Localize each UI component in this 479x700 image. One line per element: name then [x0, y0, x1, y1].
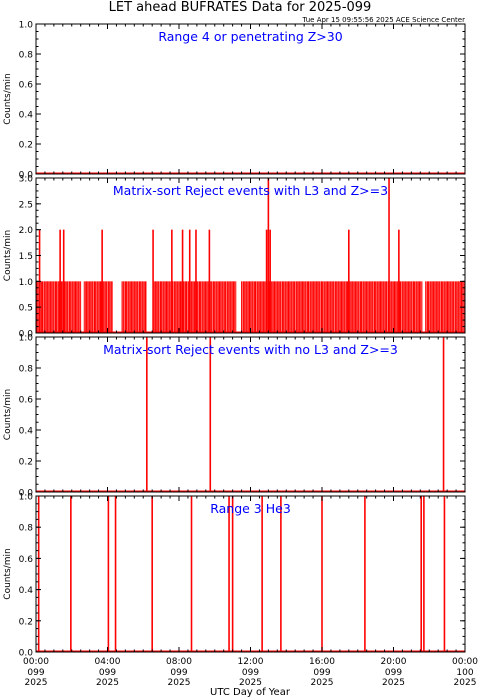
- y-axis-label: Counts/min: [3, 389, 13, 440]
- y-tick-label: 0.6: [19, 81, 34, 91]
- x-tick-year: 2025: [454, 678, 477, 688]
- panel-3: 0.0 0.2 0.4 0.6 0.8 1.0 Counts/min Matrix-sort …: [3, 334, 466, 499]
- y-axis-label: Counts/min: [3, 230, 13, 281]
- x-tick-time: 04:00: [95, 657, 121, 667]
- x-tick-time: 00:00: [23, 657, 49, 667]
- x-tick-year: 2025: [311, 678, 334, 688]
- x-tick-doy: 099: [313, 668, 330, 678]
- y-tick-label: 1.0: [19, 278, 34, 288]
- panel-4-data: [36, 496, 465, 652]
- x-tick-year: 2025: [382, 678, 405, 688]
- x-tick-time: 16:00: [309, 657, 335, 667]
- x-tick-year: 2025: [96, 678, 119, 688]
- panel-title: Matrix-sort Reject events with L3 and Z>…: [113, 183, 388, 198]
- x-tick-doy: 099: [99, 668, 116, 678]
- x-tick-doy: 099: [27, 668, 44, 678]
- x-tick-doy: 099: [170, 668, 187, 678]
- panel-1: 0.0 0.2 0.4 0.6 0.8 1.0 Counts/min Range 4 or p…: [3, 21, 466, 181]
- panel-title: Range 3 He3: [210, 501, 291, 516]
- y-tick-label: 0.0: [19, 649, 34, 659]
- y-tick-label: 0.8: [19, 365, 34, 375]
- y-tick-label: 0.4: [19, 427, 34, 437]
- y-tick-label: 0.6: [19, 396, 34, 406]
- panels: 0.0 0.2 0.4 0.6 0.8 1.0 Counts/min Range 4 or p…: [3, 21, 466, 659]
- y-tick-label: 0.5: [19, 304, 33, 314]
- y-tick-label: 0.8: [19, 51, 34, 61]
- panel-4: 0.0 0.2 0.4 0.6 0.8 1.0 Counts/min Range 3 He3: [3, 493, 466, 659]
- x-axis: 00:00099202504:00099202508:00099202512:0…: [23, 657, 478, 688]
- panel-title: Matrix-sort Reject events with no L3 and…: [103, 342, 398, 357]
- x-tick-doy: 100: [456, 668, 473, 678]
- panel-frame: [35, 23, 466, 175]
- x-tick-doy: 099: [385, 668, 402, 678]
- x-tick-time: 12:00: [238, 657, 264, 667]
- y-axis-label: Counts/min: [3, 73, 13, 124]
- x-tick-doy: 099: [242, 668, 259, 678]
- x-tick-year: 2025: [25, 678, 48, 688]
- x-tick-time: 20:00: [381, 657, 407, 667]
- y-axis-label: Counts/min: [3, 548, 13, 599]
- y-tick-label: 0.2: [19, 617, 33, 627]
- panel-2: 0.0 0.5 1.0 1.5 2.0 2.5 3.0 Counts/min Matrix-so…: [3, 175, 466, 340]
- y-tick-label: 2.5: [19, 200, 33, 210]
- chart-title: LET ahead BUFRATES Data for 2025-099: [109, 0, 372, 15]
- y-tick-label: 0.0: [19, 330, 34, 340]
- x-tick-year: 2025: [168, 678, 191, 688]
- y-tick-label: 0.0: [19, 489, 34, 499]
- y-tick-label: 0.4: [19, 111, 34, 121]
- y-tick-label: 0.2: [19, 458, 33, 468]
- panel-frame: [35, 336, 466, 493]
- panel-title: Range 4 or penetrating Z>30: [158, 29, 342, 44]
- y-tick-label: 0.0: [19, 171, 34, 181]
- x-tick-time: 08:00: [166, 657, 192, 667]
- y-tick-label: 2.0: [19, 226, 34, 236]
- y-tick-label: 1.0: [19, 334, 34, 344]
- y-tick-label: 1.5: [19, 252, 33, 262]
- panel-frame: [35, 495, 466, 653]
- x-tick-year: 2025: [239, 678, 262, 688]
- y-tick-label: 0.6: [19, 555, 34, 565]
- x-axis-label: UTC Day of Year: [210, 687, 291, 698]
- y-tick-label: 0.8: [19, 524, 34, 534]
- panel-3-data: [36, 337, 465, 492]
- y-tick-label: 1.0: [19, 493, 34, 503]
- y-tick-label: 1.0: [19, 21, 34, 31]
- timestamp-label: Tue Apr 15 09:55:56 2025 ACE Science Cen…: [302, 16, 466, 24]
- x-tick-time: 00:00: [452, 657, 478, 667]
- y-tick-label: 3.0: [19, 175, 34, 185]
- y-tick-label: 0.4: [19, 586, 34, 596]
- panel-2-data: [36, 178, 465, 333]
- y-tick-label: 0.2: [19, 141, 33, 151]
